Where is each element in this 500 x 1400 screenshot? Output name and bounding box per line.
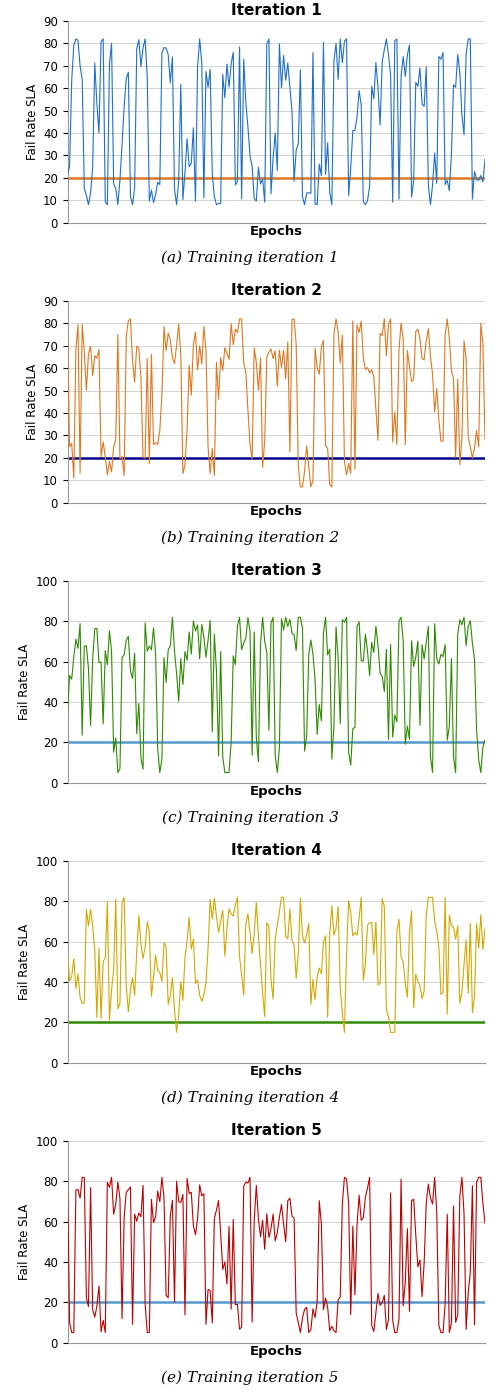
Title: Iteration 3: Iteration 3 xyxy=(231,563,322,578)
Text: (e) Training iteration 5: (e) Training iteration 5 xyxy=(161,1371,339,1385)
Title: Iteration 1: Iteration 1 xyxy=(231,3,322,18)
X-axis label: Epochs: Epochs xyxy=(250,1065,303,1078)
Text: (d) Training iteration 4: (d) Training iteration 4 xyxy=(161,1091,339,1105)
Title: Iteration 4: Iteration 4 xyxy=(231,843,322,858)
Text: (a) Training iteration 1: (a) Training iteration 1 xyxy=(161,251,339,265)
Text: (b) Training iteration 2: (b) Training iteration 2 xyxy=(161,531,339,545)
X-axis label: Epochs: Epochs xyxy=(250,225,303,238)
Y-axis label: Fail Rate SLA: Fail Rate SLA xyxy=(18,924,32,1000)
Y-axis label: Fail Rate SLA: Fail Rate SLA xyxy=(18,1204,32,1280)
Y-axis label: Fail Rate SLA: Fail Rate SLA xyxy=(26,84,38,160)
Y-axis label: Fail Rate SLA: Fail Rate SLA xyxy=(26,364,38,440)
X-axis label: Epochs: Epochs xyxy=(250,505,303,518)
X-axis label: Epochs: Epochs xyxy=(250,785,303,798)
X-axis label: Epochs: Epochs xyxy=(250,1345,303,1358)
Text: (c) Training iteration 3: (c) Training iteration 3 xyxy=(162,811,338,825)
Y-axis label: Fail Rate SLA: Fail Rate SLA xyxy=(18,644,32,720)
Title: Iteration 5: Iteration 5 xyxy=(231,1123,322,1138)
Title: Iteration 2: Iteration 2 xyxy=(231,283,322,298)
